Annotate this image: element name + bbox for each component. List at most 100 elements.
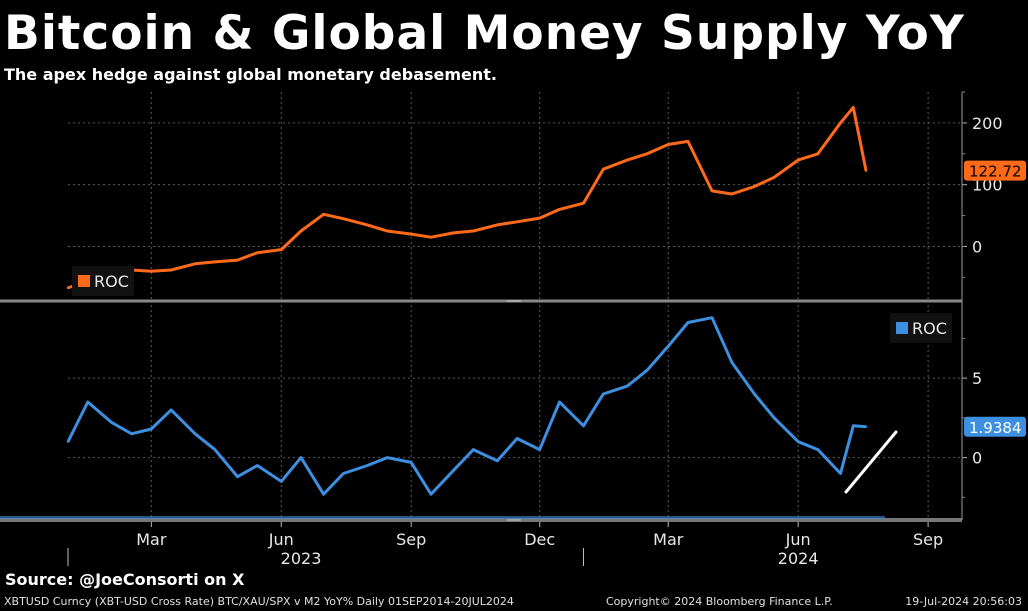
data-point: [626, 158, 629, 162]
x-tick-label: Sep: [396, 530, 426, 549]
data-point: [342, 472, 345, 475]
data-point: [582, 424, 585, 428]
data-point: [558, 208, 561, 211]
data-point: [150, 269, 153, 273]
data-point: [772, 416, 776, 420]
x-tick-label: Mar: [653, 530, 684, 549]
last-value-badge: [964, 160, 1026, 181]
data-point: [236, 258, 239, 262]
data-point: [864, 169, 868, 172]
data-point: [169, 268, 173, 272]
x-year-label: 2023: [281, 549, 322, 568]
chart-subtitle: The apex hedge against global monetary d…: [4, 65, 497, 84]
y-tick-label: 0: [972, 237, 982, 256]
x-axis: Mar Jun Sep Dec Mar Jun Sep 2023 2024: [67, 522, 943, 568]
data-point: [667, 345, 670, 348]
data-point: [472, 229, 475, 233]
data-point: [385, 456, 389, 459]
data-point: [686, 140, 690, 143]
data-point: [213, 260, 217, 264]
data-point: [496, 223, 499, 227]
data-point: [730, 192, 733, 196]
data-point: [730, 361, 733, 364]
data-point: [236, 475, 239, 478]
data-point: [839, 121, 842, 125]
data-point: [602, 168, 605, 171]
series-line-top: [67, 105, 868, 290]
x-tick-label: Mar: [136, 530, 167, 549]
last-value-label: 122.72: [969, 163, 1022, 181]
data-point: [753, 185, 756, 188]
data-point: [256, 251, 259, 254]
data-point: [66, 440, 70, 443]
data-point: [213, 448, 217, 451]
data-point: [280, 480, 283, 483]
x-tick-label: Sep: [913, 530, 943, 549]
data-point: [193, 432, 197, 435]
copyright-notice: Copyright© 2024 Bloomberg Finance L.P.: [606, 595, 833, 608]
data-point: [558, 400, 561, 404]
data-point: [429, 236, 433, 239]
data-point: [796, 440, 800, 443]
data-point: [582, 202, 585, 205]
data-point: [256, 464, 259, 467]
data-point: [515, 437, 519, 440]
data-point: [686, 321, 690, 324]
legend-label: ROC: [94, 272, 129, 291]
y-tick-label: 0: [972, 449, 982, 468]
data-point: [816, 152, 820, 155]
data-point: [472, 448, 475, 451]
legend-swatch: [78, 275, 90, 287]
data-point: [322, 492, 325, 496]
data-point: [299, 456, 303, 459]
scroll-band: [0, 516, 885, 519]
data-point: [409, 461, 413, 464]
data-point: [496, 459, 499, 462]
data-point: [342, 217, 345, 220]
data-point: [322, 213, 325, 216]
data-point: [667, 143, 670, 146]
grid-lines: [68, 92, 962, 518]
series-line-bottom: [66, 316, 867, 496]
data-point: [385, 229, 389, 233]
data-point: [150, 427, 153, 431]
data-point: [753, 392, 756, 396]
data-point: [452, 231, 455, 235]
data-point: [864, 425, 868, 428]
x-year-label: 2024: [778, 549, 819, 568]
data-point: [839, 472, 842, 475]
data-point: [110, 421, 113, 424]
ticker-description: XBTUSD Curncy (XBT-USD Cross Rate) BTC/X…: [4, 595, 514, 608]
data-point: [772, 176, 776, 179]
chart-title: Bitcoin & Global Money Supply YoY: [4, 6, 965, 61]
last-value-label: 1.9384: [969, 419, 1022, 437]
data-point: [429, 492, 433, 496]
data-point: [169, 408, 173, 412]
data-point: [796, 158, 800, 162]
timestamp: 19-Jul-2024 20:56:03: [905, 595, 1022, 608]
data-point: [280, 248, 283, 251]
data-point: [193, 262, 197, 265]
data-point: [299, 229, 303, 233]
data-point: [602, 392, 605, 396]
trend-annotation-line: [844, 430, 898, 494]
panel-frames: [0, 92, 963, 522]
data-point: [626, 384, 629, 388]
legend-label: ROC: [912, 319, 947, 338]
data-point: [645, 368, 649, 372]
data-point: [710, 189, 714, 193]
y-tick-label: 5: [972, 369, 982, 388]
data-point: [538, 216, 541, 220]
data-point: [538, 448, 541, 451]
last-value-badge: [964, 416, 1026, 437]
data-point: [515, 220, 519, 223]
data-point: [86, 400, 89, 404]
data-point: [645, 152, 649, 155]
data-point: [130, 432, 133, 435]
data-point: [816, 448, 820, 451]
data-point: [66, 286, 70, 290]
data-point: [366, 464, 369, 467]
legend-swatch: [896, 322, 908, 334]
data-point: [852, 106, 855, 109]
